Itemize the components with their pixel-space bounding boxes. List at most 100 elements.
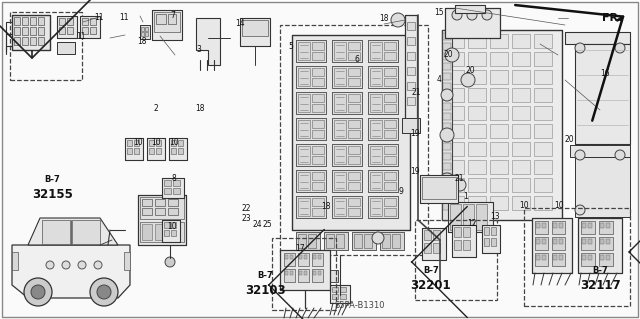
Bar	[298, 94, 310, 112]
Text: 10: 10	[518, 201, 529, 210]
Bar	[424, 243, 431, 253]
Text: 25: 25	[262, 220, 273, 229]
Bar	[582, 255, 586, 260]
Bar	[82, 18, 88, 25]
Bar	[368, 92, 398, 114]
Circle shape	[62, 261, 70, 269]
Text: 32155: 32155	[32, 188, 73, 201]
Bar	[578, 218, 622, 273]
Bar	[415, 220, 497, 300]
Text: 17: 17	[294, 244, 305, 253]
Bar	[535, 237, 548, 250]
Bar	[173, 180, 180, 186]
Bar	[575, 44, 630, 144]
Bar	[542, 239, 546, 244]
Text: 10: 10	[554, 201, 564, 210]
Bar	[285, 255, 288, 259]
Bar	[332, 118, 362, 140]
Circle shape	[391, 13, 405, 27]
Circle shape	[615, 150, 625, 160]
Bar	[370, 146, 382, 164]
Bar	[22, 27, 28, 35]
Bar	[468, 106, 486, 120]
Bar	[354, 234, 362, 248]
Circle shape	[482, 10, 492, 20]
Bar	[334, 68, 346, 86]
Bar	[600, 239, 604, 244]
Text: 12: 12	[468, 219, 477, 228]
Bar	[534, 160, 552, 174]
Bar	[296, 196, 326, 218]
Bar	[140, 197, 184, 219]
Bar	[490, 106, 508, 120]
Bar	[164, 180, 171, 186]
Bar	[82, 27, 88, 34]
Bar	[446, 142, 464, 156]
Bar	[443, 183, 451, 190]
Bar	[443, 73, 451, 80]
Bar	[38, 37, 44, 45]
Bar	[370, 198, 382, 216]
Bar	[368, 118, 398, 140]
Bar	[340, 294, 346, 299]
Bar	[484, 227, 489, 235]
Bar	[304, 255, 307, 259]
Text: 2: 2	[153, 104, 158, 113]
Bar	[90, 27, 96, 34]
Bar	[552, 253, 565, 266]
Bar	[168, 14, 176, 24]
Bar	[443, 193, 451, 200]
Bar	[599, 237, 613, 250]
Bar	[588, 223, 592, 228]
Bar	[534, 52, 552, 66]
Bar	[384, 182, 396, 190]
Bar	[164, 188, 171, 194]
Text: 22: 22	[242, 204, 251, 213]
Text: 1: 1	[463, 192, 468, 201]
Bar	[420, 175, 458, 203]
Bar	[407, 37, 415, 45]
Bar	[534, 124, 552, 138]
Circle shape	[467, 10, 477, 20]
Bar	[384, 94, 396, 102]
Bar	[334, 146, 346, 164]
Bar	[312, 68, 324, 76]
Text: 20: 20	[465, 66, 476, 75]
Bar	[424, 230, 431, 240]
Bar	[463, 227, 470, 237]
Text: 32103: 32103	[245, 284, 286, 297]
Circle shape	[575, 205, 585, 215]
Text: 6: 6	[354, 55, 359, 63]
Text: 10: 10	[150, 138, 161, 147]
Bar	[468, 160, 486, 174]
Bar	[80, 16, 100, 38]
Bar	[332, 170, 362, 192]
Bar	[559, 255, 563, 260]
Bar	[454, 240, 461, 250]
Bar	[445, 8, 500, 38]
Text: 20: 20	[564, 135, 575, 144]
Bar	[443, 173, 451, 180]
Bar	[402, 118, 420, 133]
Bar	[468, 52, 486, 66]
Bar	[454, 227, 461, 237]
Text: 11: 11	[95, 13, 104, 22]
Bar	[433, 243, 440, 253]
Text: 10: 10	[166, 222, 177, 231]
Bar	[280, 250, 330, 290]
Bar	[452, 225, 476, 257]
Bar	[14, 27, 20, 35]
Bar	[536, 239, 540, 244]
Bar	[534, 88, 552, 102]
Text: B-7: B-7	[258, 271, 273, 280]
Bar	[384, 172, 396, 180]
Bar	[536, 223, 540, 228]
Circle shape	[440, 128, 454, 142]
Bar	[142, 224, 152, 240]
Bar	[582, 239, 586, 244]
Bar	[332, 144, 362, 166]
Bar	[368, 40, 398, 62]
Bar	[542, 223, 546, 228]
Bar	[298, 269, 309, 282]
Bar	[142, 208, 152, 215]
